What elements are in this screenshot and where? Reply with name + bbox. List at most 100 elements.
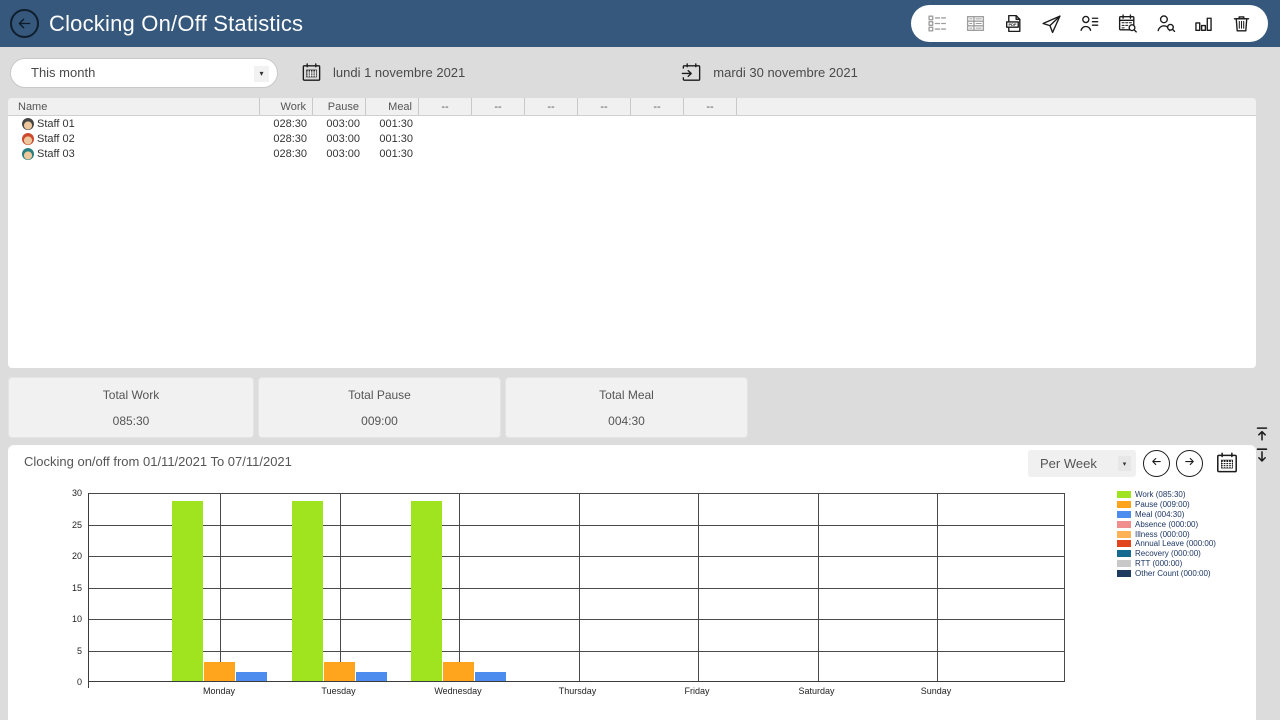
bar-pause — [204, 662, 235, 681]
gridline-y — [89, 524, 1064, 526]
bar-meal — [355, 671, 387, 681]
legend-item: Other Count (000:00) — [1117, 568, 1216, 578]
x-tick-label: Saturday — [798, 686, 835, 696]
gridline-y — [89, 650, 1064, 652]
delete-icon[interactable] — [1231, 13, 1252, 34]
calendar-search-icon[interactable] — [1117, 13, 1138, 34]
pause-cell: 003:00 — [326, 147, 360, 160]
chart-panel: Clocking on/off from 01/11/2021 To 07/11… — [8, 445, 1256, 720]
meal-cell: 001:30 — [379, 132, 413, 145]
chart-calendar-icon[interactable] — [1214, 450, 1240, 476]
column-header[interactable]: Meal — [366, 98, 419, 115]
legend-item: Annual Leave (000:00) — [1117, 539, 1216, 549]
legend-label: Pause (009:00) — [1135, 500, 1190, 510]
total-meal-value: 004:30 — [608, 414, 645, 428]
legend-label: RTT (000:00) — [1135, 558, 1183, 568]
x-tick-label: Tuesday — [321, 686, 356, 696]
list-view-icon[interactable] — [927, 13, 948, 34]
legend-color-chip — [1117, 501, 1131, 509]
gridline-y — [89, 556, 1064, 557]
gridline-x — [578, 493, 580, 681]
gridline-x — [817, 493, 819, 681]
gridline-x — [698, 493, 699, 681]
table-row[interactable]: Staff 01 028:30 003:00 001:30 — [8, 116, 1256, 131]
legend-item: Absence (000:00) — [1117, 519, 1216, 529]
total-pause-card: Total Pause 009:00 — [258, 377, 501, 438]
bar-work — [291, 501, 323, 681]
x-tick-label: Monday — [202, 686, 236, 696]
legend-color-chip — [1117, 520, 1131, 528]
bar-pause — [323, 662, 355, 681]
table-row[interactable]: Staff 02 028:30 003:00 001:30 — [8, 131, 1256, 146]
column-header[interactable]: -- — [472, 98, 525, 115]
staff-name: Staff 02 — [37, 132, 75, 145]
send-report-icon[interactable] — [1041, 13, 1062, 34]
panel-splitter — [1253, 424, 1271, 465]
person-search-icon[interactable] — [1155, 13, 1176, 34]
legend-label: Recovery (000:00) — [1135, 549, 1201, 559]
gridline-x — [459, 493, 460, 681]
legend-item: Work (085:30) — [1117, 490, 1216, 500]
y-tick-label: 10 — [71, 614, 82, 624]
legend-item: Recovery (000:00) — [1117, 549, 1216, 559]
date-to-label[interactable]: mardi 30 novembre 2021 — [713, 65, 858, 80]
staff-name-cell: Staff 02 — [8, 132, 260, 145]
chart-title: Clocking on/off from 01/11/2021 To 07/11… — [24, 454, 292, 469]
date-from-calendar-icon[interactable] — [300, 61, 323, 84]
table-row[interactable]: Staff 03 028:30 003:00 001:30 — [8, 146, 1256, 161]
chart-icon[interactable] — [1193, 13, 1214, 34]
staff-avatar — [22, 117, 34, 130]
legend-color-chip — [1117, 550, 1131, 558]
bar-pause — [443, 662, 474, 681]
y-tick-label: 0 — [76, 677, 82, 687]
gridline-x — [220, 493, 221, 681]
staff-name-cell: Staff 01 — [8, 117, 260, 130]
x-tick-label: Wednesday — [434, 686, 482, 696]
staff-list-icon[interactable] — [1079, 13, 1100, 34]
chevron-down-icon: ▾ — [254, 65, 269, 82]
column-header[interactable]: Name — [8, 98, 260, 115]
staff-table: Name Work Pause Meal -- -- -- -- -- -- Staff 01 02… — [8, 98, 1256, 368]
total-work-label: Total Work — [102, 388, 160, 402]
column-header[interactable]: -- — [684, 98, 737, 115]
legend-label: Annual Leave (000:00) — [1135, 539, 1216, 549]
y-tick-label: 30 — [71, 488, 82, 498]
previous-period-button[interactable] — [1143, 450, 1170, 477]
expand-down-icon[interactable] — [1253, 446, 1271, 465]
date-to-calendar-icon[interactable] — [680, 61, 703, 84]
chart-period-dropdown[interactable]: Per Week ▾ — [1028, 450, 1136, 477]
arrow-right-icon — [1182, 454, 1197, 474]
staff-avatar — [22, 147, 34, 160]
column-header[interactable]: Work — [260, 98, 313, 115]
gridline-x — [937, 493, 938, 681]
svg-text:PDF: PDF — [1008, 22, 1017, 27]
pdf-export-icon[interactable]: PDF — [1003, 13, 1024, 34]
filter-row: This month ▾ lundi 1 novembre 2021 mardi… — [0, 47, 1280, 98]
staff-name: Staff 03 — [37, 147, 75, 160]
legend-item: RTT (000:00) — [1117, 559, 1216, 569]
next-period-button[interactable] — [1176, 450, 1203, 477]
legend-label: Absence (000:00) — [1135, 519, 1199, 529]
page-title: Clocking On/Off Statistics — [49, 10, 304, 36]
staff-avatar — [22, 132, 34, 145]
legend-item: Pause (009:00) — [1117, 500, 1216, 510]
meal-cell: 001:30 — [379, 117, 413, 130]
date-from-label[interactable]: lundi 1 novembre 2021 — [333, 65, 466, 80]
column-header[interactable]: Pause — [313, 98, 366, 115]
column-header[interactable]: -- — [419, 98, 472, 115]
work-cell: 028:30 — [273, 132, 307, 145]
total-work-value: 085:30 — [112, 414, 150, 428]
pause-cell: 003:00 — [326, 132, 360, 145]
x-tick-label: Sunday — [920, 686, 952, 696]
column-header[interactable]: -- — [631, 98, 684, 115]
period-dropdown[interactable]: This month ▾ — [10, 57, 278, 88]
x-tick-label: Thursday — [558, 686, 597, 696]
column-header[interactable]: -- — [525, 98, 578, 115]
collapse-up-icon[interactable] — [1253, 424, 1271, 443]
legend-color-chip — [1117, 540, 1131, 548]
table-view-icon[interactable] — [965, 13, 986, 34]
gridline-y — [89, 619, 1064, 620]
column-header[interactable]: -- — [578, 98, 631, 115]
bar-meal — [475, 671, 506, 681]
back-button[interactable] — [10, 9, 39, 38]
